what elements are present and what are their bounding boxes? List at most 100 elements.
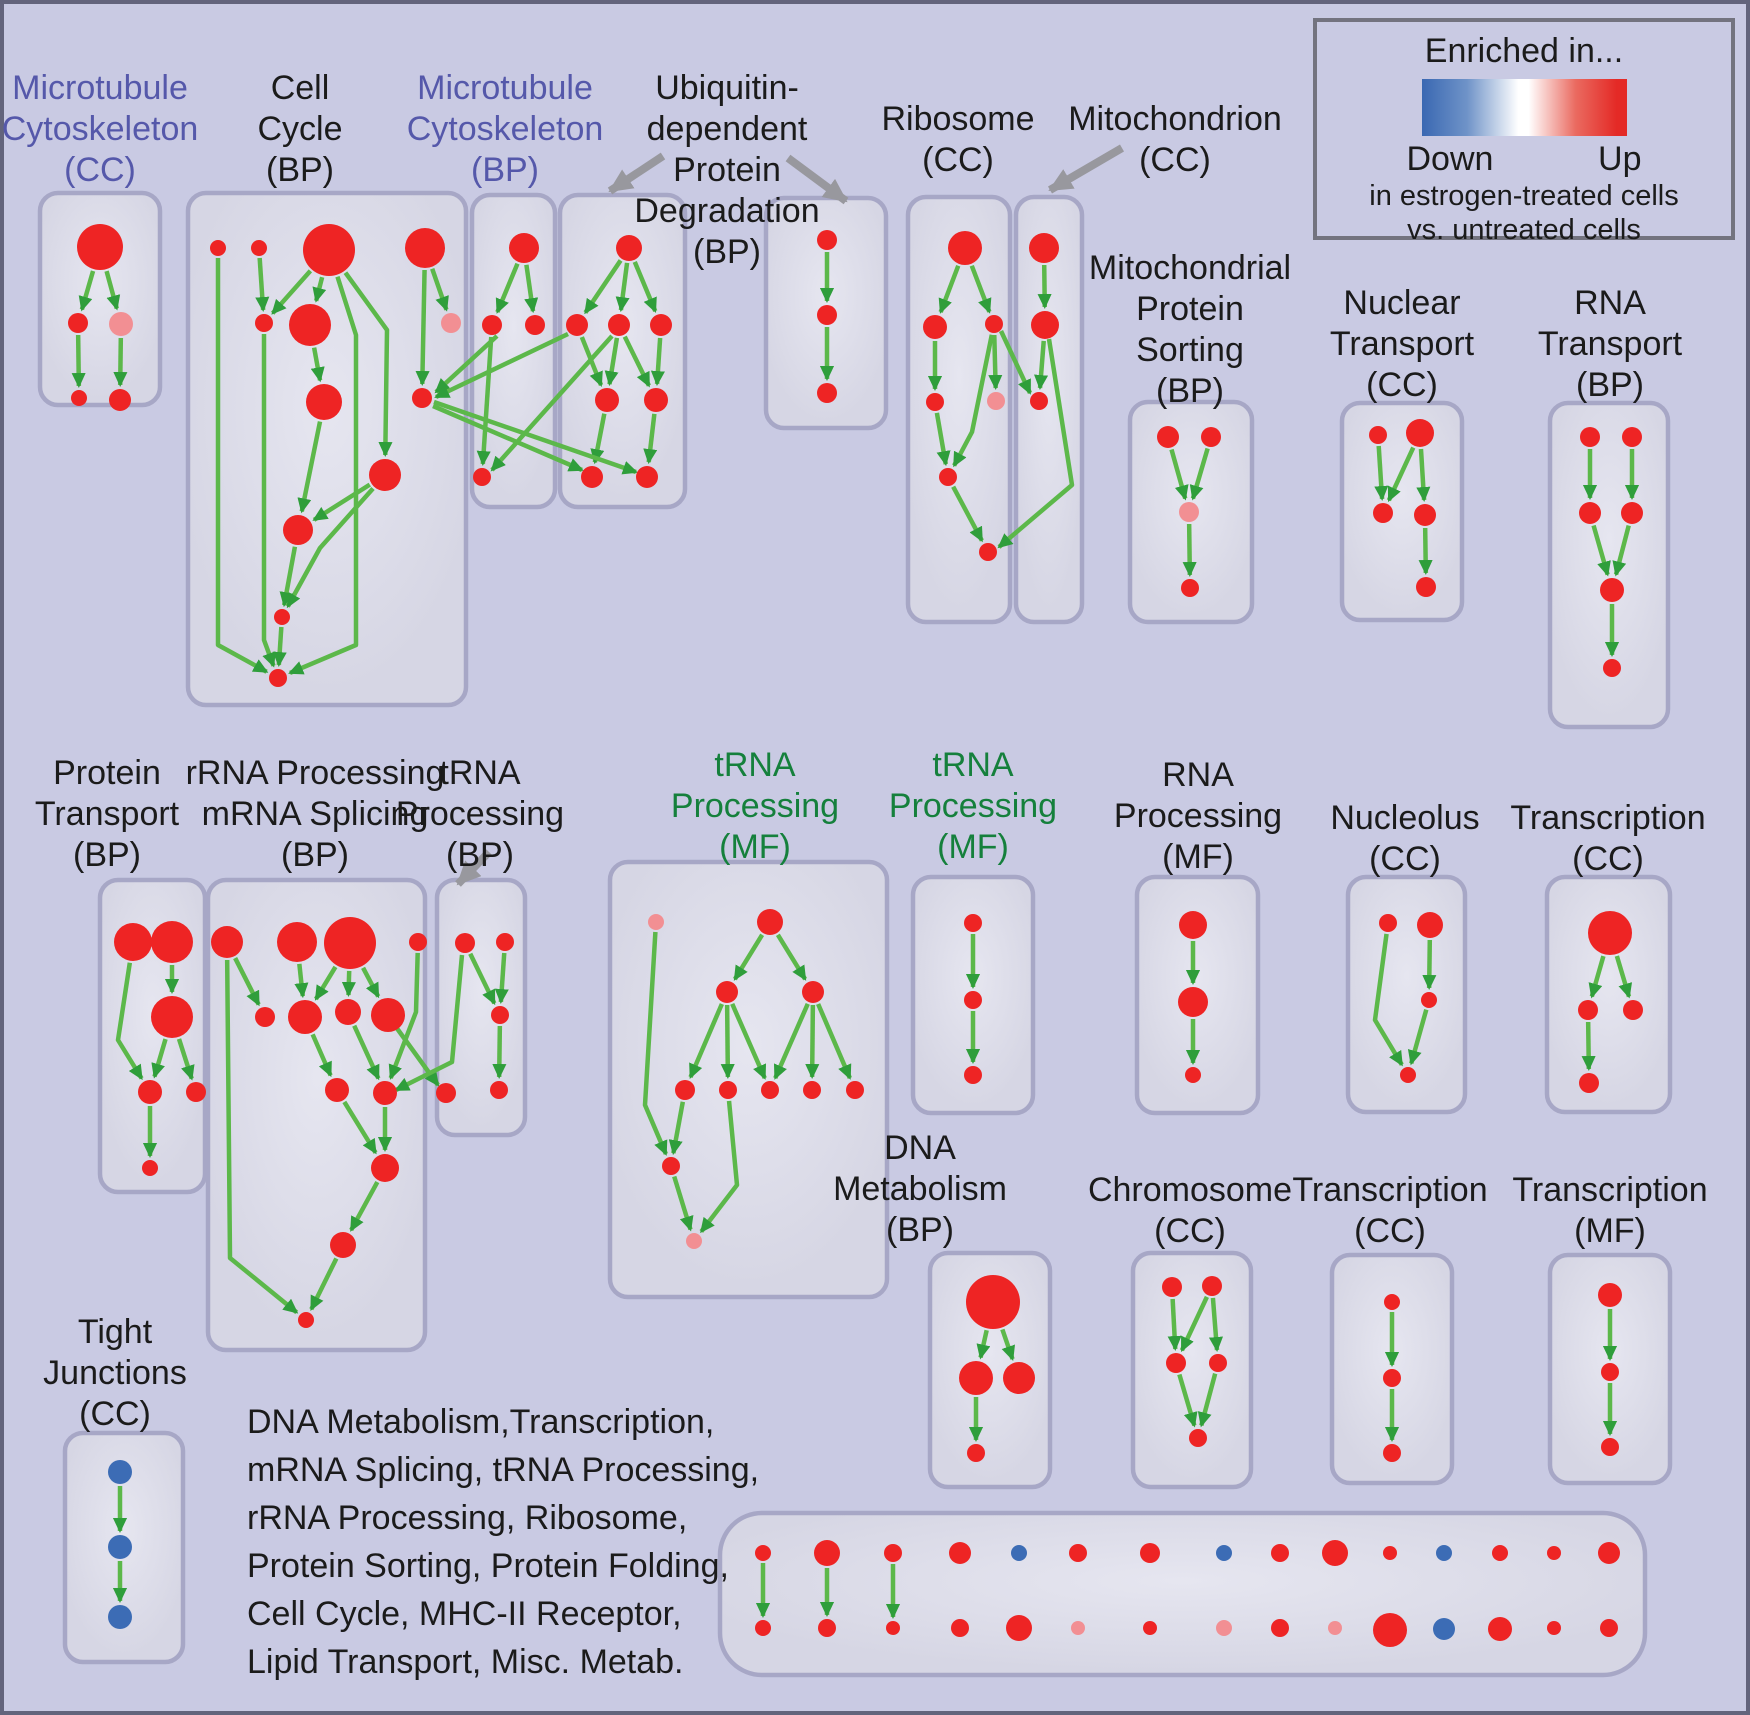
mixed-miscellaneous-node	[818, 1619, 836, 1637]
trna-processing-mf-1-node	[716, 981, 738, 1003]
protein-transport-bp-box	[97, 877, 208, 1195]
microtubule-cytoskeleton-bp-edge	[495, 262, 520, 314]
ubiquitin-degradation-bp-node	[650, 314, 672, 336]
trna-processing-mf-1-node	[719, 1081, 737, 1099]
ribosome-cc-edge	[951, 485, 984, 543]
mixed-miscellaneous-node	[1006, 1615, 1032, 1641]
note-line: Lipid Transport, Misc. Metab.	[247, 1643, 684, 1681]
trna-processing-mf-2-node	[964, 914, 982, 932]
chromosome-cc-node	[1209, 1354, 1227, 1372]
rrna-processing-mrna-splicing-bp-node	[288, 1000, 322, 1034]
ubiquitin-degradation-bp-node	[566, 314, 588, 336]
rna-transport-bp-node	[1603, 659, 1621, 677]
rna-transport-bp-node	[1621, 502, 1643, 524]
mitochondrion-cc-node	[1030, 392, 1048, 410]
rrna-processing-mrna-splicing-bp-node	[371, 1154, 399, 1182]
edge-cellcycle-hub-to-ubiquitin-6	[432, 403, 584, 473]
microtubule-cytoskeleton-cc-edge	[104, 270, 121, 311]
trna-processing-mf-1-node	[648, 914, 664, 930]
trna-processing-mf-1-edge	[775, 933, 808, 981]
mitochondrial-protein-sorting-bp-node	[1201, 427, 1221, 447]
nuclear-transport-cc-edge	[1416, 448, 1431, 503]
protein-transport-bp-node	[138, 1080, 162, 1104]
ubiquitin-degradation-bp-node	[608, 314, 630, 336]
mixed-miscellaneous-node	[1271, 1619, 1289, 1637]
rrna-processing-mrna-splicing-bp-node	[409, 933, 427, 951]
protein-transport-bp-edge	[151, 1038, 168, 1079]
cell-cycle-bp-edge	[312, 482, 371, 522]
mixed-miscellaneous-node	[1373, 1613, 1407, 1647]
rrna-processing-mrna-splicing-bp-node	[373, 1081, 397, 1105]
transcription-mf-node	[1598, 1283, 1622, 1307]
legend-gradient-bar	[1421, 79, 1627, 136]
cell-cycle-bp-edge	[279, 546, 298, 608]
cell-cycle-bp-node	[210, 240, 226, 256]
trna-processing-mf-1-edge	[688, 1003, 724, 1079]
protein-transport-bp-edge	[115, 962, 144, 1081]
cell-cycle-bp-node	[269, 669, 287, 687]
rrna-processing-mrna-splicing-bp-node	[335, 999, 361, 1025]
chromosome-cc-edge	[1179, 1295, 1209, 1353]
rrna-processing-mrna-splicing-bp-edge	[224, 959, 299, 1315]
ubiquitin-degradation-bp-edge	[643, 413, 658, 465]
rrna-processing-mrna-splicing-bp-edge	[341, 970, 356, 998]
ribosome-cc-edge	[969, 264, 992, 314]
trna-processing-mf-1-node	[802, 981, 824, 1003]
nucleolus-cc-node	[1379, 914, 1397, 932]
annotation-arrow-ubiquitin-left	[607, 152, 666, 195]
trna-processing-mf-1-node	[757, 909, 783, 935]
ubiquitin-degradation-bp-edge	[622, 335, 651, 388]
transcription-cc-row3-node	[1383, 1444, 1401, 1462]
cell-cycle-bp-edge	[255, 257, 270, 313]
mixed-miscellaneous-node	[1547, 1621, 1561, 1635]
chromosome-cc-edge	[1208, 1297, 1224, 1353]
nuclear-transport-cc-node	[1406, 419, 1434, 447]
ribosome-cc-edge	[988, 334, 1003, 391]
mixed-miscellaneous-node	[1383, 1546, 1397, 1560]
cell-cycle-bp-edge	[215, 258, 269, 674]
transcription-mf-node	[1601, 1363, 1619, 1381]
trna-processing-mf-2-node	[964, 991, 982, 1009]
mitochondrial-protein-sorting-bp-edge	[1182, 523, 1197, 578]
tight-junctions-cc-node	[108, 1460, 132, 1484]
legend-box: Enriched in... Down Up in estrogen-treat…	[1313, 18, 1735, 246]
cell-cycle-bp-node	[274, 609, 290, 625]
mixed-miscellaneous-node	[1433, 1618, 1455, 1640]
cell-cycle-bp-edge	[272, 626, 287, 668]
ribosome-cc-node	[979, 543, 997, 561]
rrna-processing-mrna-splicing-bp-edge	[349, 1180, 380, 1232]
mixed-miscellaneous-node	[1143, 1621, 1157, 1635]
trna-processing-bp-node	[436, 1083, 456, 1103]
dna-metabolism-bp-edge	[1000, 1328, 1015, 1361]
chromosome-cc-edge	[1177, 1373, 1198, 1428]
rrna-processing-mrna-splicing-bp-edge	[294, 963, 309, 999]
transcription-cc-row2-node	[1578, 1000, 1598, 1020]
trna-processing-mf-1-node	[686, 1233, 702, 1249]
microtubule-cytoskeleton-cc-box	[37, 190, 163, 408]
nucleolus-cc-edge	[1407, 1009, 1429, 1066]
ubiquitin-degradation-bp-node	[616, 235, 642, 261]
microtubule-cytoskeleton-cc-edge	[71, 334, 86, 389]
cell-cycle-bp-node	[306, 384, 342, 420]
trna-processing-bp-edge	[494, 952, 509, 1005]
annotation-arrow-mitochondrion	[1047, 144, 1125, 194]
rna-processing-mf-node	[1179, 911, 1207, 939]
note-line: mRNA Splicing, tRNA Processing,	[247, 1451, 760, 1489]
chromosome-cc-node	[1202, 1276, 1222, 1296]
rna-processing-mf-node	[1185, 1067, 1201, 1083]
mixed-miscellaneous-node	[1271, 1544, 1289, 1562]
chromosome-cc-edge	[1167, 1298, 1182, 1352]
edge-ubiquitin-to-mtbp-bottom	[490, 334, 614, 472]
mixed-miscellaneous-node	[1011, 1545, 1027, 1561]
nuclear-transport-cc-edge	[1418, 527, 1433, 576]
trna-processing-mf-1-edge	[805, 1004, 820, 1080]
transcription-cc-row2-box	[1544, 874, 1673, 1115]
rrna-processing-mrna-splicing-bp-edge	[309, 1257, 339, 1312]
rrna-processing-mrna-splicing-bp-edge	[313, 965, 338, 1001]
mixed-miscellaneous-node	[949, 1542, 971, 1564]
protein-transport-bp-node	[114, 923, 152, 961]
edge-mtbp-to-cellcycle-hub	[434, 334, 499, 394]
mitochondrion-cc-edge	[1037, 264, 1052, 310]
ribosome-cc-node	[926, 393, 944, 411]
cell-cycle-bp-node	[283, 515, 313, 545]
